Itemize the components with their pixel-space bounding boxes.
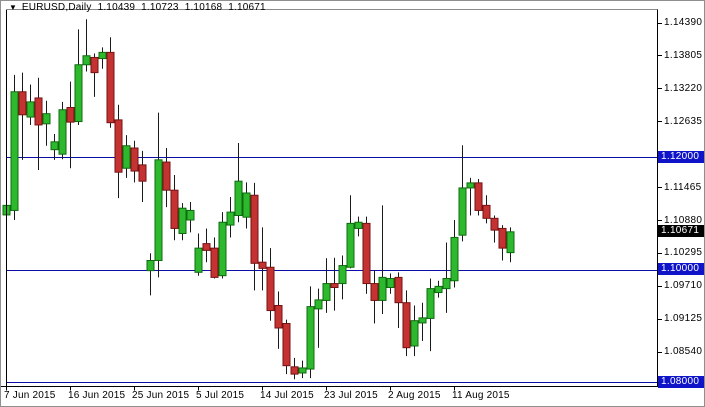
price-tick-label: 1.13220: [664, 82, 703, 94]
current-price-badge: 1.10671: [658, 225, 704, 238]
price-tick-label: 1.12635: [664, 115, 703, 127]
time-tick-label: 7 Jun 2015: [4, 390, 56, 401]
candle: [242, 192, 251, 218]
candle: [218, 221, 227, 277]
candle: [434, 285, 443, 294]
candle: [210, 247, 219, 278]
time-tick-label: 5 Jul 2015: [196, 390, 245, 401]
candle: [130, 147, 139, 172]
quote-high: 1.10723: [141, 2, 179, 13]
candle: [58, 109, 67, 155]
quote-close: 1.10671: [228, 2, 266, 13]
candle: [146, 260, 155, 272]
candle: [314, 299, 323, 310]
candle: [66, 107, 75, 123]
candle: [266, 266, 275, 312]
candle: [482, 204, 491, 219]
candle: [10, 91, 19, 211]
candle: [178, 207, 187, 234]
candle: [474, 182, 483, 211]
candle: [82, 55, 91, 66]
candle: [306, 306, 315, 370]
price-tick-label: 1.10295: [664, 247, 703, 259]
candle: [202, 243, 211, 251]
candle: [282, 323, 291, 367]
candle: [98, 51, 107, 60]
candle: [346, 222, 355, 268]
candle: [378, 276, 387, 301]
candle: [42, 113, 51, 125]
candle: [90, 56, 99, 74]
symbol-period-label: EURUSD,Daily: [21, 2, 92, 13]
candle: [426, 288, 435, 319]
price-tick-label: 1.08540: [664, 346, 703, 358]
price-tick-label: 1.09125: [664, 313, 703, 325]
candle: [114, 119, 123, 173]
candle: [26, 101, 35, 118]
candle: [490, 217, 499, 231]
time-tick-label: 16 Jun 2015: [68, 390, 126, 401]
candle: [498, 227, 507, 249]
time-tick-label: 25 Jun 2015: [132, 390, 190, 401]
time-tick-label: 23 Jul 2015: [324, 390, 378, 401]
candle: [50, 141, 59, 151]
candle: [402, 302, 411, 349]
candle: [330, 283, 339, 288]
candle: [394, 276, 403, 304]
candle: [194, 247, 203, 273]
candle: [338, 265, 347, 285]
candle: [226, 211, 235, 226]
candle: [466, 182, 475, 189]
price-tick-label: 1.11465: [664, 181, 702, 193]
candle: [322, 283, 331, 301]
time-tick-label: 2 Aug 2015: [388, 390, 441, 401]
candle: [234, 180, 243, 216]
candle: [298, 367, 307, 374]
candle: [458, 187, 467, 236]
quote-open: 1.10439: [97, 2, 136, 13]
candle: [370, 283, 379, 301]
candle: [162, 161, 171, 191]
candle: [18, 91, 27, 116]
candle: [410, 320, 419, 347]
candle: [34, 97, 43, 126]
candle: [250, 194, 259, 264]
candle: [138, 164, 147, 182]
candle: [362, 222, 371, 285]
candle: [186, 209, 195, 221]
candle: [386, 278, 395, 288]
chart-title: ▼ EURUSD,Daily 1.10439 1.10723 1.10168 1.1067…: [9, 2, 266, 14]
candle: [506, 231, 515, 254]
price-level-badge: 1.10000: [658, 263, 704, 275]
candle: [450, 236, 459, 282]
candle: [74, 64, 83, 123]
candle: [354, 221, 363, 229]
symbol-dropdown-icon[interactable]: ▼: [9, 3, 17, 12]
candle: [154, 159, 163, 261]
price-tick-label: 1.14390: [664, 17, 703, 29]
candle: [170, 189, 179, 229]
candle: [274, 305, 283, 329]
candle: [258, 261, 267, 269]
candle: [418, 317, 427, 324]
candle: [442, 278, 451, 290]
price-tick-label: 1.10880: [664, 214, 703, 226]
price-tick-label: 1.09710: [664, 280, 703, 292]
candle: [122, 145, 131, 169]
price-tick-label: 1.13805: [664, 49, 703, 61]
quote-low: 1.10168: [184, 2, 223, 13]
candle: [290, 366, 299, 375]
time-tick-label: 14 Jul 2015: [260, 390, 314, 401]
time-tick-label: 11 Aug 2015: [452, 390, 510, 401]
candle: [106, 51, 115, 124]
price-level-badge: 1.12000: [658, 150, 704, 163]
price-level-badge: 1.08000: [658, 375, 704, 388]
